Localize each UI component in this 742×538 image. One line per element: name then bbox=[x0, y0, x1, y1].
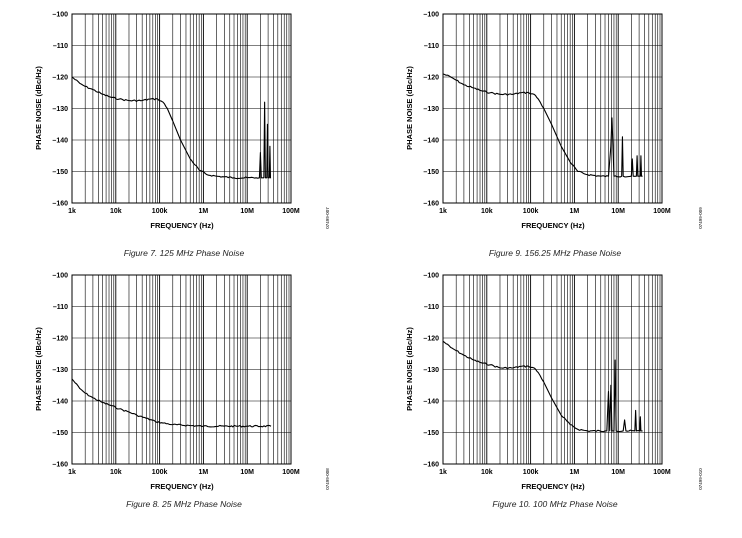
x-tick-label: 100M bbox=[653, 208, 671, 215]
figure-8-panel: –100 –110 –120 –130 –140 –150 –160 1k 10k 100k 1M 1… bbox=[0, 261, 370, 529]
y-tick-label: –100 bbox=[423, 12, 439, 19]
side-id: 07499-010 bbox=[698, 468, 703, 490]
x-tick-label: 10M bbox=[611, 208, 625, 215]
y-tick-label: –120 bbox=[423, 336, 439, 343]
y-axis-label: PHASE NOISE (dBc/Hz) bbox=[34, 327, 43, 411]
figure-caption: Figure 8. 25 MHz Phase Noise bbox=[126, 499, 242, 509]
x-axis-label: FREQUENCY (Hz) bbox=[150, 221, 214, 230]
side-id: 07499-008 bbox=[325, 468, 330, 490]
x-tick-label: 1M bbox=[570, 208, 580, 215]
y-tick-label: –140 bbox=[52, 138, 68, 145]
y-axis-label: PHASE NOISE (dBc/Hz) bbox=[34, 66, 43, 150]
plot-frame bbox=[71, 13, 292, 204]
side-id: 07499-007 bbox=[325, 207, 330, 229]
y-tick-label: –130 bbox=[423, 367, 439, 374]
series-line bbox=[442, 73, 643, 178]
x-tick-label: 10k bbox=[481, 469, 493, 476]
series-line bbox=[442, 340, 643, 433]
x-tick-label: 100k bbox=[152, 469, 168, 476]
y-tick-label: –150 bbox=[423, 430, 439, 437]
y-tick-label: –160 bbox=[423, 462, 439, 469]
x-tick-label: 10k bbox=[110, 469, 122, 476]
plot-frame bbox=[71, 274, 292, 465]
x-tick-label: 10M bbox=[240, 469, 254, 476]
y-tick-label: –120 bbox=[52, 75, 68, 82]
x-axis-label: FREQUENCY (Hz) bbox=[150, 482, 214, 491]
x-tick-label: 1k bbox=[68, 469, 76, 476]
x-tick-label: 100M bbox=[653, 469, 671, 476]
y-tick-label: –150 bbox=[52, 430, 68, 437]
x-tick-label: 1M bbox=[199, 469, 209, 476]
x-tick-label: 10k bbox=[110, 208, 122, 215]
x-tick-label: 100M bbox=[282, 469, 300, 476]
x-tick-label: 100M bbox=[282, 208, 300, 215]
y-tick-label: –120 bbox=[423, 75, 439, 82]
y-tick-label: –130 bbox=[52, 367, 68, 374]
y-tick-label: –140 bbox=[52, 399, 68, 406]
x-tick-label: 10k bbox=[481, 208, 493, 215]
figure-caption: Figure 7. 125 MHz Phase Noise bbox=[124, 248, 245, 258]
figure-10-panel: –100 –110 –120 –130 –140 –150 –160 1k 10k 100k 1M 1… bbox=[371, 261, 741, 529]
figure-caption: Figure 9. 156.25 MHz Phase Noise bbox=[489, 248, 622, 258]
x-tick-label: 1M bbox=[199, 208, 209, 215]
y-tick-label: –160 bbox=[52, 201, 68, 208]
x-axis-label: FREQUENCY (Hz) bbox=[521, 221, 585, 230]
y-tick-label: –110 bbox=[424, 304, 439, 311]
y-axis-label: PHASE NOISE (dBc/Hz) bbox=[405, 327, 414, 411]
x-tick-label: 100k bbox=[523, 208, 539, 215]
series-line bbox=[71, 378, 272, 428]
y-tick-label: –130 bbox=[52, 106, 68, 113]
x-tick-label: 1M bbox=[570, 469, 580, 476]
x-tick-label: 1k bbox=[439, 469, 447, 476]
y-tick-label: –100 bbox=[423, 273, 439, 280]
y-tick-label: –140 bbox=[423, 138, 439, 145]
series-line bbox=[71, 76, 272, 180]
y-tick-label: –100 bbox=[52, 273, 68, 280]
y-tick-label: –110 bbox=[424, 43, 439, 50]
y-tick-label: –150 bbox=[423, 169, 439, 176]
figure-7-panel: –100 –110 –120 –130 –140 –150 –160 1k 10k 100k 1M 1… bbox=[0, 0, 370, 268]
y-tick-label: –150 bbox=[52, 169, 68, 176]
y-tick-label: –100 bbox=[52, 12, 68, 19]
figure-9-panel: –100 –110 –120 –130 –140 –150 –160 1k 10k 100k 1M 1… bbox=[371, 0, 741, 268]
y-tick-label: –110 bbox=[53, 304, 68, 311]
x-tick-label: 10M bbox=[611, 469, 625, 476]
y-tick-label: –110 bbox=[53, 43, 68, 50]
y-tick-label: –120 bbox=[52, 336, 68, 343]
y-axis-label: PHASE NOISE (dBc/Hz) bbox=[405, 66, 414, 150]
x-tick-label: 100k bbox=[152, 208, 168, 215]
x-tick-label: 10M bbox=[240, 208, 254, 215]
x-tick-label: 1k bbox=[439, 208, 447, 215]
plot-frame bbox=[442, 13, 663, 204]
y-tick-label: –160 bbox=[52, 462, 68, 469]
plot-frame bbox=[442, 274, 663, 465]
y-tick-label: –140 bbox=[423, 399, 439, 406]
y-tick-label: –130 bbox=[423, 106, 439, 113]
figure-caption: Figure 10. 100 MHz Phase Noise bbox=[492, 499, 617, 509]
x-tick-label: 100k bbox=[523, 469, 539, 476]
y-tick-label: –160 bbox=[423, 201, 439, 208]
x-tick-label: 1k bbox=[68, 208, 76, 215]
side-id: 07499-009 bbox=[698, 207, 703, 229]
x-axis-label: FREQUENCY (Hz) bbox=[521, 482, 585, 491]
